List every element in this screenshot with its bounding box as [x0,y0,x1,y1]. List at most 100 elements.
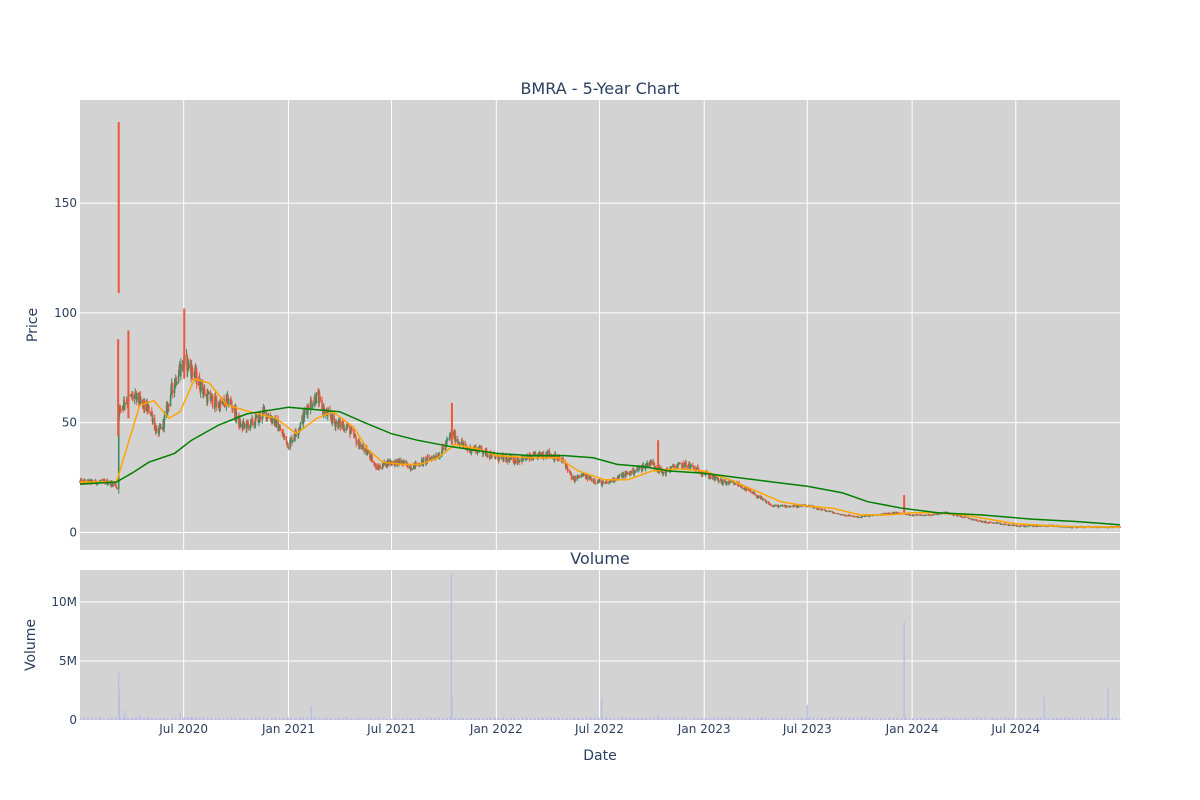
volume-bar [717,717,719,720]
volume-bar [411,717,412,720]
candle-body [447,438,449,440]
volume-bar [210,718,212,720]
candle-body [585,475,588,479]
volume-bar [762,717,764,720]
candle-body [594,482,597,484]
volume-bar [434,717,436,720]
volume-bar [199,717,201,720]
volume-bar [498,719,500,720]
volume-bar [689,719,691,720]
volume-bar [362,718,364,720]
candle-body [923,515,925,517]
volume-bar [542,717,543,720]
candle-body [788,505,790,507]
volume-bar [552,718,554,720]
candle-body [637,468,640,470]
volume-bar [587,718,588,720]
candle-body [279,427,282,431]
candle-body [896,512,899,514]
candle-body [297,433,299,436]
candle-body [433,455,436,458]
volume-bar [223,718,225,720]
volume-bar [609,718,611,720]
volume-bar [848,717,850,720]
volume-bar [841,718,843,720]
volume-bar [889,718,891,720]
volume-bar [810,718,812,720]
volume-bar [345,717,347,720]
volume-bar [461,717,462,720]
candle-body [758,495,760,498]
candle-body [330,417,332,420]
volume-bar [510,719,511,720]
volume-bar [770,719,772,720]
volume-bar [158,718,160,720]
volume-bar [111,717,113,720]
volume-bar [383,718,384,720]
price-candle [339,418,342,431]
candle-body [1026,525,1029,527]
volume-bar [581,719,583,720]
volume-bar [542,718,544,720]
volume-bar [276,717,277,720]
price-candle [960,515,963,518]
candle-body [793,505,796,506]
price-candle [1005,523,1007,525]
volume-bar [674,717,676,720]
volume-bar [510,717,512,720]
candle-body [989,521,991,523]
volume-bar [160,718,162,720]
volume-bar [317,717,319,720]
price-candle [335,419,338,427]
volume-bar [95,719,97,720]
volume-bar [894,717,895,720]
price-candle [140,396,142,405]
volume-bar [429,717,431,720]
volume-bar [545,718,547,720]
price-candle [251,417,254,427]
volume-bar [194,719,196,720]
candle-body [718,480,720,482]
volume-bar [724,717,726,720]
volume-bar [855,719,857,720]
volume-bar [816,719,818,720]
volume-bar [761,717,763,720]
volume-bar [296,717,297,720]
volume-bar [306,717,308,720]
candle-body [407,467,409,469]
volume-bar [192,717,194,720]
price-candle [678,462,680,465]
candle-body [115,483,117,487]
volume-bar [343,717,345,720]
candle-body [781,505,784,507]
price-candle [209,389,212,402]
volume-bar [744,717,746,720]
candle-body [195,371,198,385]
volume-bar [821,718,823,720]
candle-body [512,456,515,463]
candle-body [490,452,493,459]
volume-bar [546,718,548,720]
candle-body [445,439,448,445]
volume-bar [390,719,392,720]
volume-bar [678,719,679,720]
price-candle [168,403,170,412]
volume-bar [577,717,579,720]
candle-body [412,464,415,470]
volume-bar [403,717,404,720]
volume-bar [577,718,579,720]
price-candle [115,481,117,488]
volume-bar [789,719,791,720]
volume-bar [330,718,332,720]
volume-bar [772,718,774,720]
candle-body [684,462,686,468]
volume-bar [282,718,284,720]
price-candle [367,450,369,454]
candle-body [343,428,346,431]
candle-body [139,395,142,401]
volume-bar [134,717,136,720]
volume-bar [483,719,485,720]
volume-bar [183,717,185,720]
volume-bar [570,717,572,720]
candle-body [287,442,289,448]
